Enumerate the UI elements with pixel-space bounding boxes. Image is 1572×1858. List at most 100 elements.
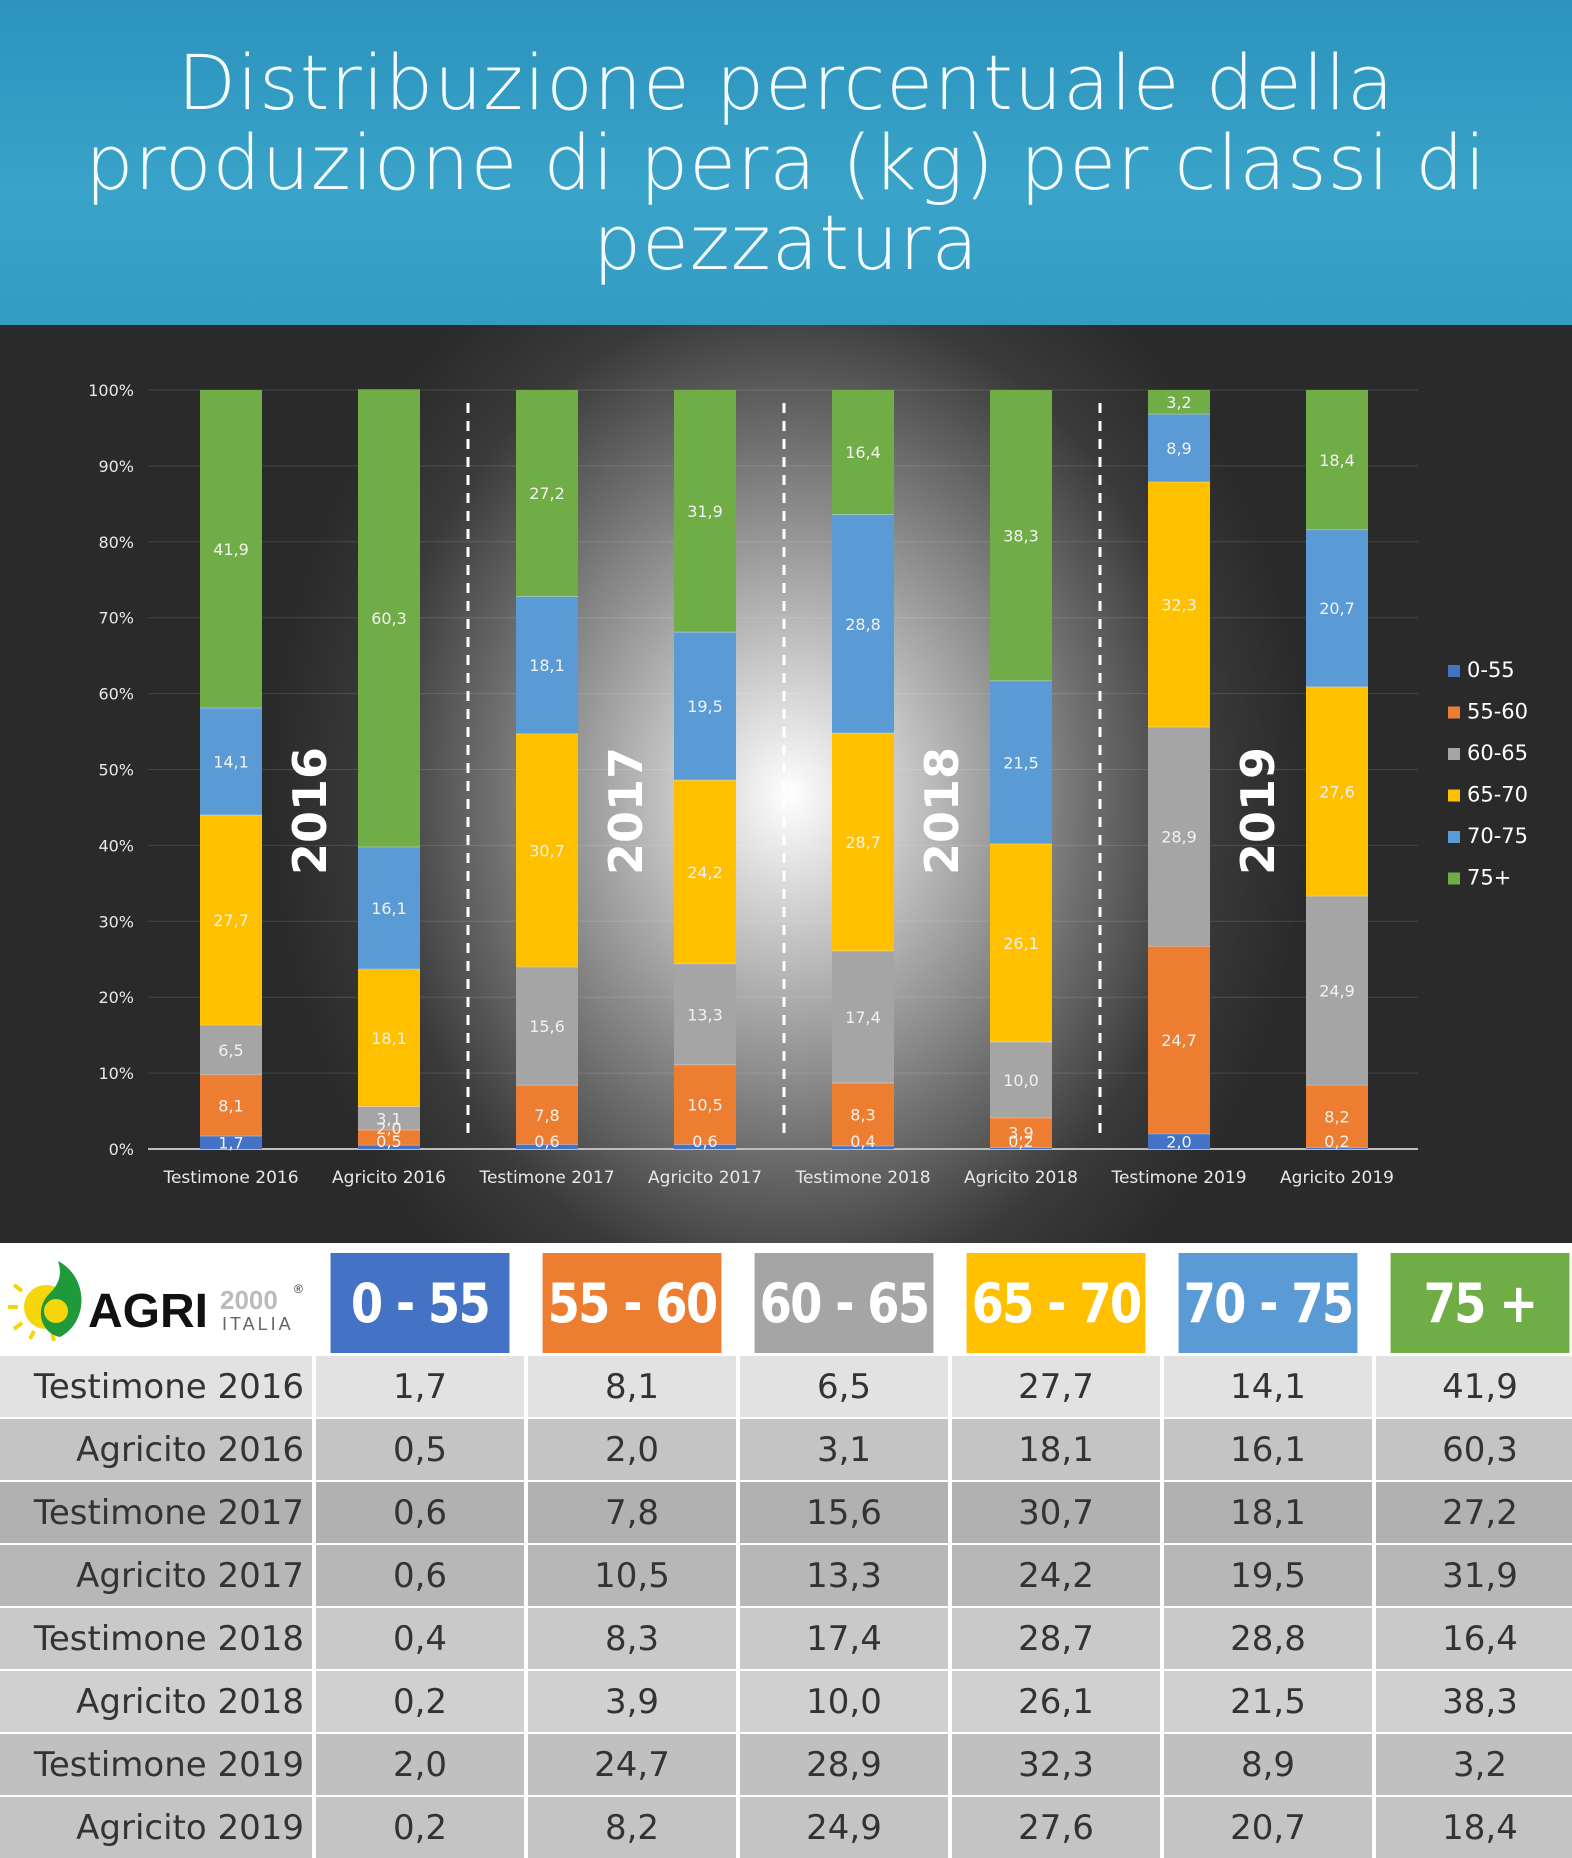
- table-cell: 3,9: [528, 1671, 736, 1732]
- data-label: 1,7: [218, 1134, 243, 1153]
- data-label: 27,2: [529, 484, 565, 503]
- table-cell: 32,3: [952, 1734, 1160, 1795]
- row-label: Testimone 2018: [0, 1608, 312, 1669]
- data-label: 24,9: [1319, 982, 1355, 1001]
- agri2000-logo: AGRI 2000 ® ITALIA: [0, 1253, 312, 1353]
- bar-segment: [516, 733, 578, 967]
- data-label: 18,4: [1319, 451, 1355, 470]
- year-label: 2018: [915, 747, 969, 875]
- table-cell: 1,7: [316, 1356, 524, 1417]
- legend-entry: 60-65: [1467, 741, 1528, 765]
- data-label: 32,3: [1161, 595, 1197, 614]
- bar-segment: [358, 1130, 420, 1146]
- page-title: Distribuzione percentuale della produzio…: [85, 37, 1487, 287]
- table-cell: 0,6: [316, 1545, 524, 1606]
- legend-swatch: [1448, 748, 1460, 760]
- y-tick-label: 30%: [98, 912, 134, 931]
- table-cell: 20,7: [1164, 1797, 1372, 1858]
- table-cell: 3,2: [1376, 1734, 1572, 1795]
- table-cell: 15,6: [740, 1482, 948, 1543]
- bar-segment: [358, 389, 420, 847]
- bar-segment: [1306, 390, 1368, 530]
- bar-segment: [200, 708, 262, 816]
- table-cell: 0,5: [316, 1419, 524, 1480]
- year-label: 2019: [1231, 747, 1285, 875]
- data-label: 0,5: [376, 1132, 401, 1151]
- legend-entry: 0-55: [1467, 658, 1515, 682]
- x-tick-label: Agricito 2018: [964, 1168, 1078, 1188]
- data-label: 38,3: [1003, 526, 1039, 545]
- table-cell: 26,1: [952, 1671, 1160, 1732]
- table-cell: 24,2: [952, 1545, 1160, 1606]
- table-cell: 3,1: [740, 1419, 948, 1480]
- data-label: 13,3: [687, 1005, 723, 1024]
- data-label: 28,9: [1161, 828, 1197, 847]
- column-header: 75 +: [1390, 1253, 1570, 1353]
- table-cell: 8,2: [528, 1797, 736, 1858]
- year-label: 2017: [599, 747, 653, 875]
- data-label: 28,7: [845, 833, 881, 852]
- y-tick-label: 60%: [98, 685, 134, 704]
- bar-segment: [674, 1144, 736, 1149]
- y-tick-label: 20%: [98, 988, 134, 1007]
- y-tick-label: 50%: [98, 761, 134, 780]
- bar-segment: [990, 843, 1052, 1042]
- table-cell: 18,1: [1164, 1482, 1372, 1543]
- table-cell: 10,5: [528, 1545, 736, 1606]
- bar-segment: [516, 1144, 578, 1149]
- data-label: 30,7: [529, 841, 565, 860]
- x-tick-label: Agricito 2016: [332, 1168, 446, 1188]
- row-label: Testimone 2017: [0, 1482, 312, 1543]
- data-label: 18,1: [529, 656, 565, 675]
- bar-segment: [200, 1074, 262, 1137]
- bar-segment: [674, 1064, 736, 1145]
- table-cell: 8,9: [1164, 1734, 1372, 1795]
- table-cell: 18,4: [1376, 1797, 1572, 1858]
- table-cell: 60,3: [1376, 1419, 1572, 1480]
- bar-segment: [200, 815, 262, 1026]
- title-banner: Distribuzione percentuale della produzio…: [0, 0, 1572, 325]
- legend-entry: 70-75: [1467, 824, 1528, 848]
- bar-segment: [674, 780, 736, 964]
- bar-segment: [990, 1041, 1052, 1118]
- bar-segment: [1148, 726, 1210, 947]
- x-tick-label: Testimone 2019: [1110, 1168, 1246, 1188]
- data-label: 14,1: [213, 753, 249, 772]
- column-header: 65 - 70: [966, 1253, 1146, 1353]
- table-cell: 28,8: [1164, 1608, 1372, 1669]
- y-tick-label: 90%: [98, 457, 134, 476]
- data-label: 0,4: [850, 1132, 875, 1151]
- table-cell: 17,4: [740, 1608, 948, 1669]
- bar-segment: [1306, 686, 1368, 897]
- data-label: 24,2: [687, 863, 723, 882]
- table-cell: 16,1: [1164, 1419, 1372, 1480]
- bar-segment: [358, 846, 420, 970]
- data-label: 18,1: [371, 1029, 407, 1048]
- column-header: 60 - 65: [754, 1253, 934, 1353]
- legend-entry: 75+: [1467, 866, 1511, 890]
- x-tick-label: Agricito 2019: [1280, 1168, 1394, 1188]
- data-label: 10,5: [687, 1096, 723, 1115]
- table-cell: 31,9: [1376, 1545, 1572, 1606]
- table-cell: 6,5: [740, 1356, 948, 1417]
- x-tick-label: Testimone 2016: [162, 1168, 298, 1188]
- table-cell: 28,9: [740, 1734, 948, 1795]
- table-cell: 0,6: [316, 1482, 524, 1543]
- logo-sub: ITALIA: [222, 1314, 294, 1334]
- data-label: 16,4: [845, 443, 881, 462]
- bar-segment: [516, 1085, 578, 1145]
- data-label: 0,6: [692, 1132, 717, 1151]
- sun-leaf-icon: [8, 1261, 82, 1342]
- table-cell: 14,1: [1164, 1356, 1372, 1417]
- bar-segment: [1148, 481, 1210, 727]
- data-label: 3,1: [376, 1109, 401, 1128]
- bar-segment: [832, 1082, 894, 1146]
- data-label: 28,8: [845, 615, 881, 634]
- y-tick-label: 100%: [88, 381, 134, 400]
- data-label: 0,6: [534, 1132, 559, 1151]
- data-label: 27,6: [1319, 783, 1355, 802]
- table-cell: 8,3: [528, 1608, 736, 1669]
- table-cell: 27,7: [952, 1356, 1160, 1417]
- bar-segment: [674, 963, 736, 1065]
- table-cell: 0,2: [316, 1671, 524, 1732]
